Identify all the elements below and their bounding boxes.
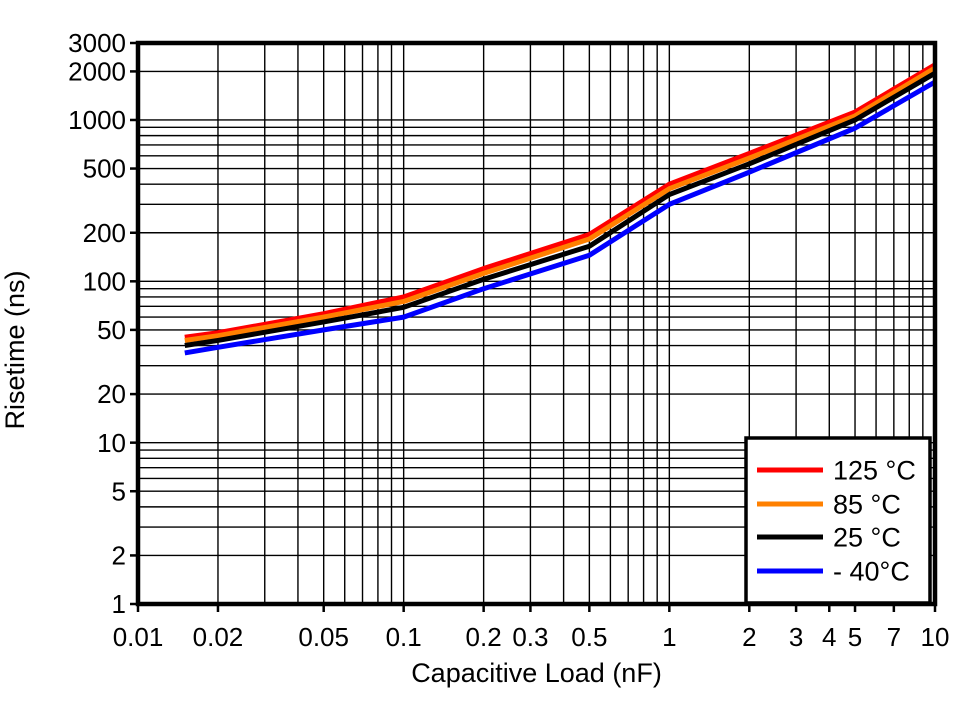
x-tick-label: 1 [662, 622, 676, 652]
x-tick-label: 0.2 [466, 622, 502, 652]
legend-label: 25 °C [833, 522, 901, 552]
y-tick-label: 10 [97, 428, 126, 458]
x-tick-label: 2 [742, 622, 756, 652]
y-tick-label: 3000 [68, 28, 126, 58]
y-tick-label: 5 [112, 476, 126, 506]
legend-label: - 40°C [833, 556, 910, 586]
legend-label: 85 °C [833, 489, 901, 519]
x-tick-label: 0.1 [386, 622, 422, 652]
x-tick-label: 4 [822, 622, 836, 652]
y-tick-label: 500 [83, 154, 126, 184]
series-line-125-C [184, 62, 937, 340]
legend-item: 125 °C [757, 455, 916, 485]
y-tick-label: 20 [97, 379, 126, 409]
series-line-40-C [184, 79, 937, 356]
y-tick-label: 2 [112, 541, 126, 571]
legend-item: 25 °C [757, 522, 901, 552]
x-tick-label: 0.05 [298, 622, 349, 652]
plot-border [135, 40, 938, 607]
x-tick-label: 5 [848, 622, 862, 652]
legend: 125 °C 85 °C25 °C - 40°C [744, 436, 932, 605]
tick-labels: 0.01 0.02 0.05 0.1 0.2 0.3 0.5 1 2 3 4 5 7 1012510205… [68, 28, 949, 652]
y-tick-label: 50 [97, 315, 126, 345]
series-line-85-C [184, 65, 937, 343]
x-tick-label: 3 [789, 622, 803, 652]
x-tick-label: 10 [921, 622, 950, 652]
y-tick-label: 1000 [68, 105, 126, 135]
x-tick-label: 7 [887, 622, 901, 652]
x-tick-label: 0.02 [193, 622, 244, 652]
y-tick-label: 200 [83, 218, 126, 248]
x-tick-label: 0.3 [512, 622, 548, 652]
legend-box [744, 436, 932, 605]
y-tick-label: 1 [112, 589, 126, 619]
x-axis-title: Capacitive Load (nF) [411, 658, 662, 688]
x-tick-label: 0.01 [113, 622, 164, 652]
series-line-25-C [184, 71, 937, 348]
y-axis-title: Risetime (ns) [0, 270, 30, 429]
y-tick-label: 2000 [68, 57, 126, 87]
x-tick-label: 0.5 [571, 622, 607, 652]
y-tick-label: 100 [83, 266, 126, 296]
legend-label: 125 °C [833, 455, 916, 485]
legend-item: 85 °C [757, 489, 901, 519]
legend-item: - 40°C [757, 556, 910, 586]
series-lines [184, 62, 937, 356]
